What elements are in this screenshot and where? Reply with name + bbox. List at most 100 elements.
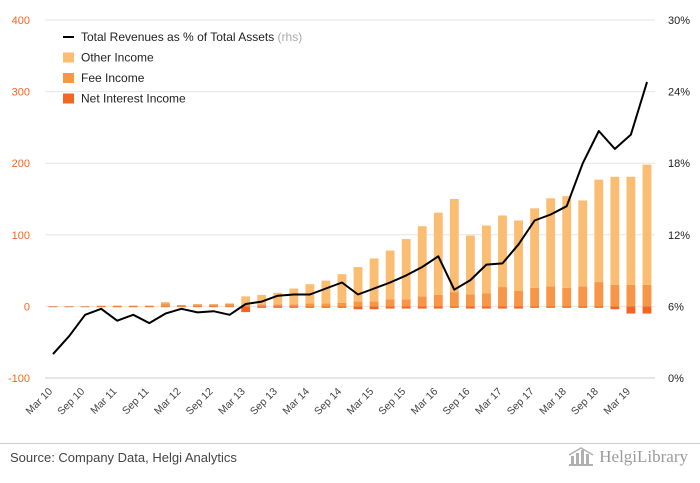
bar-net-interest-income xyxy=(449,306,459,308)
bar-fee-income xyxy=(514,290,523,307)
x-tick-label: Sep 14 xyxy=(312,386,344,418)
bar-fee-income xyxy=(417,296,427,307)
left-tick-label: 400 xyxy=(12,15,30,27)
bar-fee-income xyxy=(449,292,459,307)
x-tick-label: Sep 11 xyxy=(120,386,152,418)
bar-fee-income xyxy=(578,286,588,307)
bar-net-interest-income xyxy=(64,306,74,308)
bar-fee-income xyxy=(337,302,347,307)
bar-net-interest-income xyxy=(610,306,620,310)
bar-fee-income xyxy=(112,305,122,307)
bar-fee-income xyxy=(594,282,604,307)
x-tick-label: Mar 11 xyxy=(88,386,119,417)
bar-other-income xyxy=(562,196,572,288)
bar-fee-income xyxy=(562,287,572,307)
bar-other-income xyxy=(546,198,556,287)
bar-fee-income xyxy=(369,301,379,307)
brand-name: HelgiLibrary xyxy=(599,447,688,466)
bar-other-income xyxy=(401,239,411,300)
bar-net-interest-income xyxy=(257,306,267,308)
bar-fee-income xyxy=(160,303,170,307)
bar-net-interest-income xyxy=(48,306,58,308)
bar-net-interest-income xyxy=(482,306,491,309)
bar-other-income xyxy=(433,212,443,295)
bar-net-interest-income xyxy=(177,306,186,308)
x-tick-label: Mar 10 xyxy=(24,386,56,418)
bar-other-income xyxy=(642,164,652,285)
bar-fee-income xyxy=(177,304,186,307)
x-tick-label: Sep 18 xyxy=(569,386,601,418)
brand-logo: HelgiLibrary xyxy=(568,447,688,467)
bar-other-income xyxy=(578,200,588,287)
bar-other-income xyxy=(369,258,379,302)
bar-net-interest-income xyxy=(112,306,122,308)
bar-other-income xyxy=(465,235,475,295)
bar-other-income xyxy=(594,179,604,283)
left-tick-label: 100 xyxy=(12,230,30,242)
bar-fee-income xyxy=(610,284,620,307)
bar-net-interest-income xyxy=(80,306,90,308)
x-tick-label: Sep 12 xyxy=(184,386,216,418)
left-tick-label: 200 xyxy=(12,158,30,170)
left-tick-label: 0 xyxy=(24,301,30,313)
bar-fee-income xyxy=(193,304,202,307)
bar-net-interest-income xyxy=(128,306,138,308)
library-icon xyxy=(568,447,594,466)
legend-suffix: (rhs) xyxy=(274,30,302,44)
bar-net-interest-income xyxy=(433,306,443,309)
bar-net-interest-income xyxy=(321,306,331,308)
bar-fee-income xyxy=(241,304,251,307)
legend: Total Revenues as % of Total Assets (rhs… xyxy=(63,30,302,106)
bar-net-interest-income xyxy=(96,306,106,308)
bar-fee-income xyxy=(289,304,299,307)
bar-net-interest-income xyxy=(401,306,411,309)
right-tick-label: 0% xyxy=(668,373,684,385)
legend-box-swatch xyxy=(63,52,74,63)
bar-other-income xyxy=(257,294,267,305)
bar-fee-income xyxy=(401,299,411,307)
bar-other-income xyxy=(241,296,251,305)
bar-net-interest-income xyxy=(209,306,218,308)
bar-other-income xyxy=(514,220,523,291)
bar-fee-income xyxy=(209,304,218,307)
bar-other-income xyxy=(273,292,283,305)
legend-label: Fee Income xyxy=(81,71,145,85)
x-tick-label: Mar 19 xyxy=(601,386,633,418)
bar-fee-income xyxy=(225,303,235,307)
bar-net-interest-income xyxy=(305,306,315,308)
bar-other-income xyxy=(385,250,395,300)
legend-box-swatch xyxy=(63,93,74,104)
bar-other-income xyxy=(498,215,507,288)
bar-fee-income xyxy=(353,301,363,307)
bar-net-interest-income xyxy=(594,306,604,308)
line-total-revenues-pct-assets xyxy=(52,81,648,355)
bar-net-interest-income xyxy=(546,306,556,308)
bar-fee-income xyxy=(144,305,154,307)
right-tick-label: 24% xyxy=(668,87,690,99)
x-tick-label: Mar 17 xyxy=(473,386,505,418)
bar-net-interest-income xyxy=(273,306,283,308)
bar-net-interest-income xyxy=(369,306,379,310)
bar-fee-income xyxy=(465,294,475,307)
bar-net-interest-income xyxy=(337,306,347,308)
bar-fee-income xyxy=(128,305,138,307)
bar-net-interest-income xyxy=(642,306,652,314)
bar-net-interest-income xyxy=(225,306,235,308)
left-tick-label: 300 xyxy=(12,87,30,99)
bar-fee-income xyxy=(321,303,331,307)
bar-fee-income xyxy=(498,287,507,307)
footer-divider xyxy=(0,443,700,444)
x-tick-label: Mar 16 xyxy=(409,386,441,418)
bar-net-interest-income xyxy=(578,306,588,308)
bar-other-income xyxy=(610,176,620,285)
bar-net-interest-income xyxy=(498,306,507,309)
source-note: Source: Company Data, Helgi Analytics xyxy=(10,450,237,465)
x-tick-label: Mar 15 xyxy=(345,386,377,418)
bar-series xyxy=(48,164,652,314)
bar-other-income xyxy=(337,274,347,303)
x-tick-label: Sep 16 xyxy=(440,386,472,418)
bar-fee-income xyxy=(305,303,315,307)
x-tick-label: Mar 18 xyxy=(537,386,569,418)
right-tick-label: 12% xyxy=(668,230,690,242)
